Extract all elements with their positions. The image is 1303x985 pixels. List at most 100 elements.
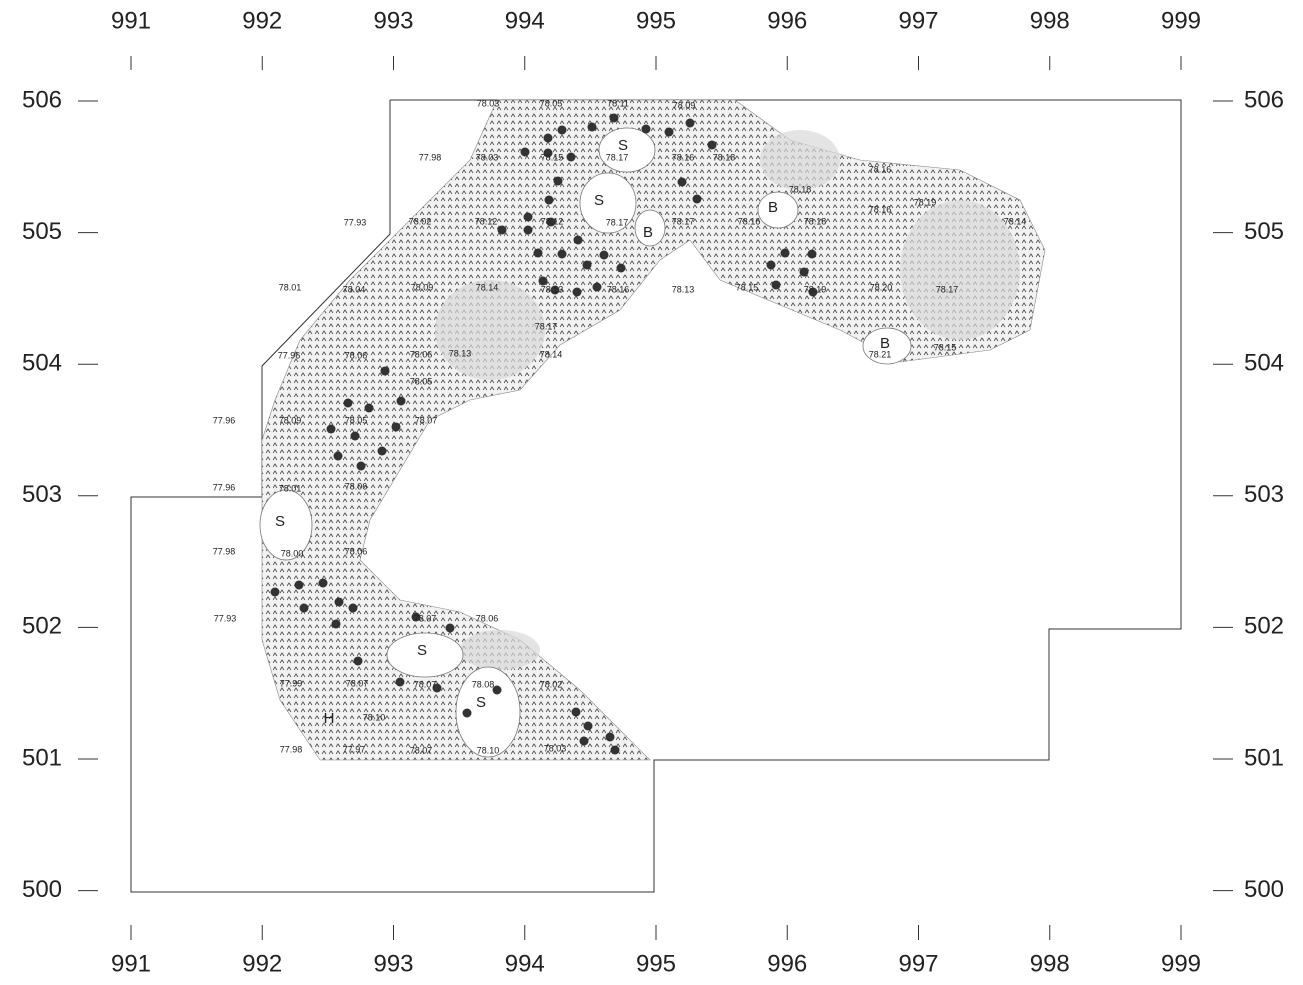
find-marker [566, 152, 576, 162]
elevation-label: 78.11 [607, 98, 629, 108]
y-tick-label: 503 [22, 481, 62, 508]
elevation-label: 78.19 [804, 284, 827, 294]
elevation-label: 78.18 [713, 152, 736, 162]
feature-symbol: B [643, 224, 653, 241]
elevation-label: 78.15 [934, 342, 957, 352]
find-marker [557, 249, 567, 259]
elevation-label: 77.98 [419, 152, 442, 162]
find-marker [609, 113, 619, 123]
elevation-label: 78.03 [544, 743, 567, 753]
x-tick-label: 997 [898, 950, 938, 977]
y-tick-label: 505 [22, 218, 62, 245]
find-marker [571, 707, 581, 717]
elevation-label: 78.07 [414, 679, 437, 689]
find-marker [799, 267, 809, 277]
elevation-label: 78.09 [673, 100, 696, 110]
find-marker [780, 248, 790, 258]
elevation-label: 77.96 [213, 415, 236, 425]
x-tick-label: 998 [1030, 950, 1070, 977]
find-marker [641, 124, 651, 134]
elevation-label: 78.16 [869, 204, 892, 214]
elevation-label: 78.06 [476, 613, 499, 623]
elevation-label: 78.21 [869, 349, 892, 359]
elevation-label: 78.17 [535, 321, 558, 331]
find-marker [664, 127, 674, 137]
find-marker [396, 396, 406, 406]
y-tick-label: 500 [1244, 876, 1284, 903]
find-marker [356, 461, 366, 471]
elevation-label: 78.12 [475, 216, 498, 226]
elevation-label: 78.18 [804, 216, 827, 226]
elevation-label: 78.06 [345, 481, 368, 491]
find-marker [572, 287, 582, 297]
elevation-label: 78.07 [415, 415, 438, 425]
find-marker [707, 140, 717, 150]
elevation-label: 78.15 [736, 282, 759, 292]
elevation-label: 78.10 [477, 745, 500, 755]
elevation-label: 78.07 [410, 745, 433, 755]
elevation-label: 78.05 [410, 376, 433, 386]
find-marker [520, 147, 530, 157]
deposit-area [261, 99, 1046, 761]
find-marker [445, 623, 455, 633]
find-marker [610, 745, 620, 755]
x-tick-label: 992 [242, 950, 282, 977]
find-marker [411, 612, 421, 622]
find-marker [523, 225, 533, 235]
feature-symbol: B [768, 199, 778, 216]
find-marker [380, 366, 390, 376]
x-tick-label: 991 [111, 7, 151, 34]
find-marker [599, 250, 609, 260]
find-marker [579, 736, 589, 746]
y-tick-label: 504 [1244, 350, 1284, 377]
find-marker [543, 133, 553, 143]
x-tick-label: 995 [636, 7, 676, 34]
find-marker [583, 721, 593, 731]
elevation-label: 78.03 [477, 98, 500, 108]
find-marker [492, 685, 502, 695]
elevation-label: 78.16 [607, 284, 630, 294]
elevation-label: 78.16 [738, 216, 761, 226]
find-marker [582, 260, 592, 270]
find-marker [523, 212, 533, 222]
x-tick-label: 994 [505, 950, 545, 977]
elevation-label: 77.98 [213, 546, 236, 556]
elevation-label: 78.13 [449, 348, 472, 358]
find-marker [533, 248, 543, 258]
feature-symbol: S [476, 694, 486, 711]
find-marker [544, 195, 554, 205]
feature-symbol: B [880, 335, 890, 352]
feature-symbol: H [324, 710, 335, 727]
elevation-label: 78.13 [672, 284, 695, 294]
find-marker [331, 619, 341, 629]
x-tick-label: 995 [636, 950, 676, 977]
x-tick-label: 997 [898, 7, 938, 34]
elevation-label: 78.06 [345, 350, 368, 360]
elevation-label: 77.96 [278, 350, 301, 360]
y-tick-label: 503 [1244, 481, 1284, 508]
x-tick-label: 999 [1161, 7, 1201, 34]
elevation-label: 78.13 [541, 284, 564, 294]
feature-symbol: S [275, 513, 285, 530]
elevation-label: 78.18 [789, 184, 812, 194]
elevation-label: 78.17 [606, 152, 629, 162]
elevation-label: 78.14 [1004, 216, 1027, 226]
elevation-label: 78.01 [279, 483, 302, 493]
elevation-label: 78.07 [414, 613, 437, 623]
find-marker [353, 656, 363, 666]
find-marker [377, 446, 387, 456]
elevation-label: 78.05 [540, 98, 563, 108]
find-marker [587, 122, 597, 132]
find-marker [605, 732, 615, 742]
elevation-label: 77.99 [280, 678, 303, 688]
find-marker [557, 125, 567, 135]
find-marker [294, 580, 304, 590]
x-tick-label: 996 [767, 7, 807, 34]
feature-symbol: S [618, 137, 628, 154]
elevation-label: 78.17 [606, 217, 629, 227]
feature-symbol: S [417, 642, 427, 659]
find-marker [808, 287, 818, 297]
y-tick-label: 500 [22, 876, 62, 903]
